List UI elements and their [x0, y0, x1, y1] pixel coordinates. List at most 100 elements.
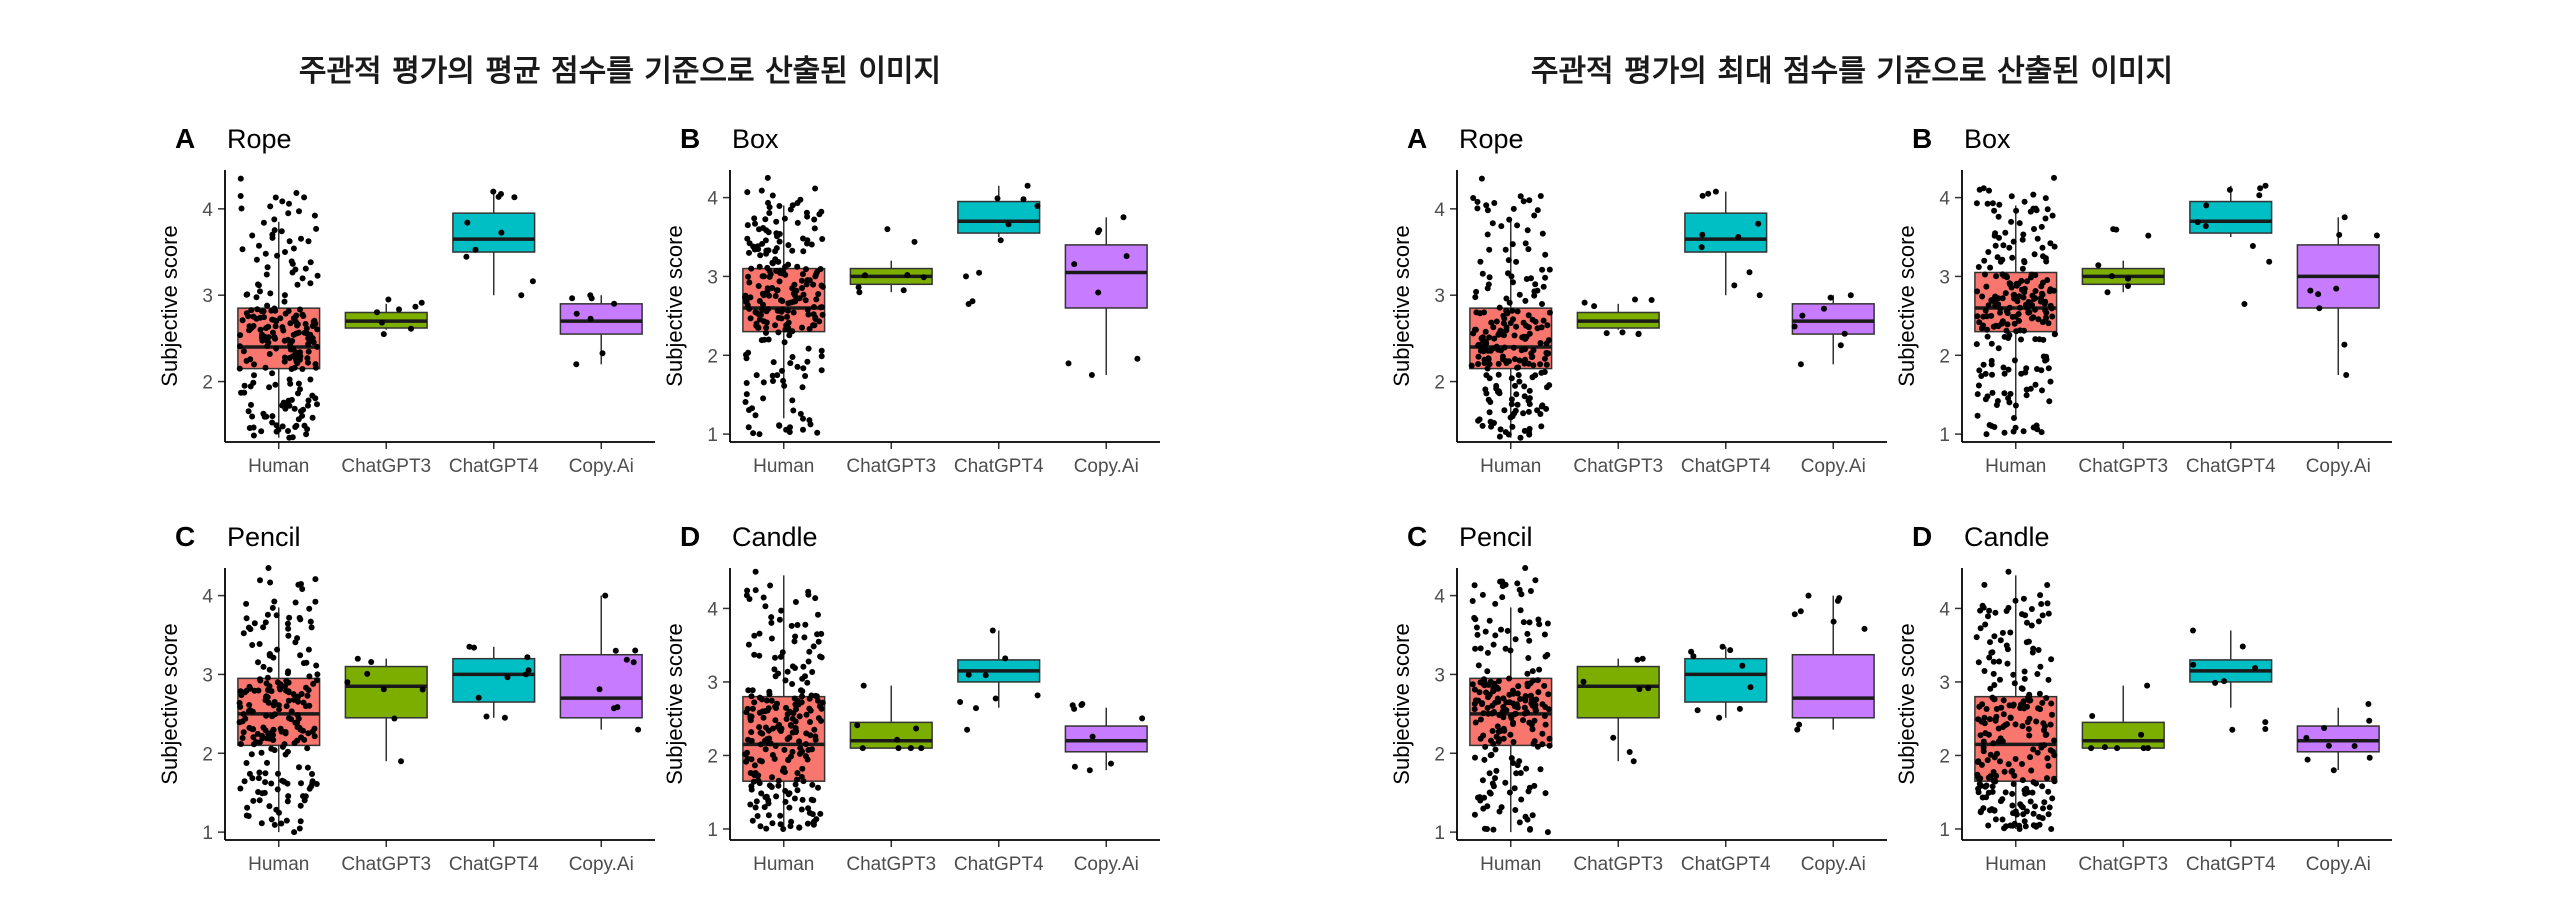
data-point	[774, 307, 781, 314]
data-point	[817, 810, 824, 817]
panel-name: Rope	[227, 124, 292, 154]
data-point	[314, 401, 320, 408]
data-point	[794, 787, 801, 794]
data-point	[2325, 742, 2332, 749]
data-point	[752, 412, 759, 419]
data-point	[313, 225, 320, 232]
data-point	[2221, 678, 2228, 685]
data-point	[773, 245, 780, 252]
y-tick-label: 2	[1939, 346, 1950, 367]
data-point	[374, 309, 380, 316]
data-point	[1474, 198, 1481, 205]
data-point	[801, 634, 808, 641]
points-chatgpt4	[963, 182, 1041, 307]
data-point	[2021, 327, 2027, 334]
data-point	[2042, 314, 2049, 321]
data-point	[1987, 773, 1994, 780]
data-point	[354, 655, 361, 662]
data-point	[303, 684, 309, 691]
data-point	[751, 215, 758, 222]
data-point	[2037, 298, 2044, 305]
data-point	[1520, 198, 1527, 205]
data-point	[762, 237, 769, 244]
data-point	[1506, 691, 1513, 698]
data-point	[1995, 213, 2002, 220]
data-point	[1993, 772, 2000, 779]
box-copyai	[1791, 592, 1875, 733]
data-point	[2032, 306, 2038, 313]
x-tick-label: ChatGPT4	[2186, 854, 2276, 875]
data-point	[757, 823, 764, 830]
data-point	[289, 269, 296, 276]
data-point	[1861, 625, 1868, 632]
points-chatgpt4	[957, 627, 1041, 733]
data-point	[1514, 308, 1521, 315]
data-point	[794, 363, 801, 370]
x-tick-label: Human	[1480, 456, 1541, 477]
data-point	[2045, 762, 2052, 769]
data-point	[761, 336, 768, 343]
data-point	[800, 291, 807, 298]
data-point	[811, 225, 818, 232]
data-point	[271, 317, 278, 324]
data-point	[264, 674, 271, 681]
data-point	[270, 702, 277, 709]
data-point	[1544, 651, 1551, 658]
data-point	[290, 696, 297, 703]
data-point	[1495, 678, 1502, 684]
data-point	[313, 677, 320, 684]
data-point	[297, 818, 304, 825]
data-point	[964, 726, 971, 733]
data-point	[287, 346, 294, 353]
points-chatgpt4	[466, 643, 532, 721]
x-tick-label: ChatGPT3	[341, 456, 431, 477]
data-point	[278, 228, 285, 235]
data-point	[1493, 767, 1500, 774]
data-point	[800, 248, 807, 255]
box-iqr	[2081, 721, 2165, 749]
data-point	[1531, 212, 1538, 219]
data-point	[1516, 291, 1523, 298]
data-point	[1470, 195, 1477, 201]
data-point	[800, 663, 807, 670]
data-point	[2024, 305, 2030, 311]
data-point	[1531, 782, 1538, 789]
data-point	[1484, 705, 1491, 711]
box-iqr	[1791, 653, 1875, 719]
data-point	[1529, 668, 1536, 675]
y-tick-label: 3	[202, 665, 213, 686]
data-point	[2001, 768, 2008, 775]
data-point	[776, 203, 783, 209]
data-point	[1534, 677, 1541, 684]
data-point	[2043, 309, 2050, 316]
data-point	[1694, 707, 1701, 714]
data-point	[2051, 778, 2058, 785]
data-point	[1475, 662, 1482, 669]
data-point	[790, 710, 797, 717]
data-point	[281, 298, 288, 305]
data-point	[2101, 744, 2108, 751]
data-point	[1532, 706, 1539, 713]
x-tick-label: ChatGPT4	[954, 456, 1044, 477]
data-point	[1513, 323, 1520, 330]
data-point	[240, 630, 247, 637]
x-tick-label: Human	[248, 456, 309, 477]
data-point	[751, 246, 758, 253]
y-tick-label: 2	[1434, 373, 1445, 394]
data-point	[1546, 309, 1553, 316]
data-point	[994, 195, 1001, 202]
data-point	[2039, 783, 2046, 790]
data-point	[1086, 767, 1093, 774]
data-point	[774, 372, 781, 379]
data-point	[270, 726, 277, 733]
data-point	[818, 208, 825, 215]
y-tick-label: 4	[707, 189, 718, 210]
data-point	[1635, 330, 1642, 337]
data-point	[282, 249, 288, 255]
data-point	[279, 423, 286, 430]
data-point	[2049, 795, 2056, 802]
data-point	[1517, 434, 1524, 441]
data-point	[918, 745, 925, 752]
data-point	[243, 760, 250, 766]
data-point	[2010, 238, 2017, 245]
